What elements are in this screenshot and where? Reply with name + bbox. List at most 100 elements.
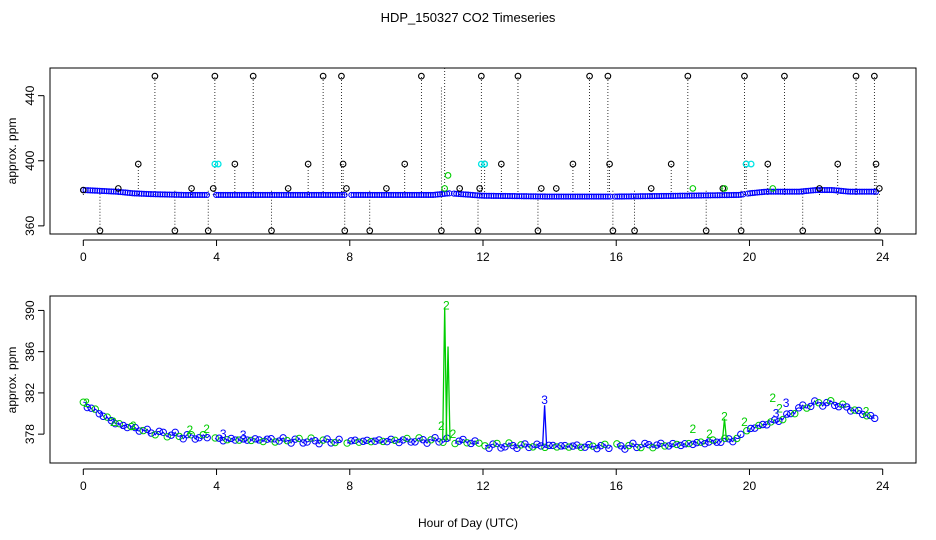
top-baseline-point [630, 193, 637, 200]
bottom-series-point [467, 439, 475, 448]
top-baseline-point [586, 193, 593, 200]
bottom-series-point [517, 441, 525, 449]
top-baseline-point [159, 191, 166, 198]
bottom-series-point [427, 436, 435, 444]
bottom-series-point [747, 424, 755, 433]
top-baseline-point [357, 191, 364, 199]
bottom-series-point [601, 440, 609, 448]
bottom-series-point [163, 433, 171, 441]
bottom-series-point [481, 442, 489, 450]
top-data-marks [79, 68, 883, 235]
top-baseline-point [252, 191, 259, 199]
top-baseline-point [380, 191, 388, 199]
top-baseline-point [269, 191, 276, 199]
bottom-series-point [219, 437, 227, 445]
bottom-series-point [363, 436, 371, 444]
top-baseline-point [812, 187, 819, 194]
bottom-point-label: 3 [773, 407, 780, 421]
bottom-series-point [239, 435, 247, 443]
top-baseline-point [411, 191, 418, 199]
bottom-point-label: 2 [689, 422, 696, 436]
bottom-series-point [159, 428, 167, 436]
top-outlier-point [534, 227, 542, 235]
bottom-series-point [287, 439, 295, 447]
top-baseline-point [497, 192, 504, 200]
top-baseline-point [217, 191, 224, 199]
bottom-x-tick-label: 24 [876, 479, 890, 493]
bottom-series-point [259, 437, 267, 446]
top-outlier-point [476, 185, 484, 192]
bottom-series-point [673, 440, 681, 449]
bottom-series-point [255, 436, 263, 444]
top-baseline-point [555, 193, 563, 200]
bottom-series-point [223, 436, 231, 444]
bottom-series-point [127, 422, 135, 431]
top-baseline-point [476, 192, 483, 199]
top-baseline-point [105, 188, 113, 195]
top-baseline-point [483, 192, 490, 199]
top-baseline-point [203, 191, 210, 199]
top-outlier-point [834, 160, 842, 168]
top-baseline-point [775, 188, 782, 195]
top-baseline-point [462, 191, 469, 198]
top-baseline-point [523, 193, 530, 200]
top-green-point [689, 185, 697, 192]
bottom-series-point [411, 438, 419, 446]
top-baseline-point [646, 193, 653, 200]
top-baseline-point [625, 193, 632, 200]
bottom-series-point [831, 401, 839, 410]
bottom-series-point [493, 439, 501, 448]
top-baseline-point [628, 193, 635, 200]
top-outlier-point [418, 72, 425, 80]
bottom-series-point [303, 438, 311, 446]
top-baseline-point [187, 191, 194, 199]
top-baseline-point [716, 192, 723, 199]
bottom-x-tick-label: 12 [476, 479, 490, 493]
top-baseline-point [611, 193, 618, 200]
top-baseline-point [229, 191, 236, 199]
top-outlier-point [497, 160, 505, 168]
top-baseline-point [283, 191, 290, 199]
bottom-series-point [383, 437, 391, 446]
bottom-series-point [843, 403, 851, 411]
bottom-series-point [475, 439, 483, 447]
top-baseline-point [322, 191, 329, 199]
top-baseline-point [660, 192, 667, 200]
top-baseline-point [516, 193, 523, 200]
top-outlier-point [338, 72, 345, 80]
top-baseline-point [290, 191, 297, 199]
top-baseline-point [352, 191, 360, 199]
top-x-tick-label: 4 [213, 250, 220, 264]
top-baseline-point [621, 193, 628, 200]
top-baseline-point [830, 187, 838, 194]
bottom-series-point [851, 406, 859, 414]
top-baseline-point [304, 191, 311, 199]
top-baseline-point [450, 190, 458, 197]
top-baseline-point [499, 192, 507, 200]
top-baseline-point [98, 187, 106, 195]
bottom-series-point [379, 437, 387, 446]
bottom-series-point [681, 440, 689, 448]
top-outlier-point [134, 160, 142, 168]
top-outlier-point [876, 185, 883, 192]
bottom-series-point [211, 434, 219, 442]
bottom-series-point [783, 410, 791, 418]
bottom-series-point [811, 397, 819, 405]
bottom-point-label: 3 [240, 428, 247, 442]
top-baseline-point [560, 193, 567, 200]
top-baseline-point [408, 191, 416, 199]
bottom-series-point [247, 436, 255, 445]
top-baseline-point [404, 191, 411, 199]
top-baseline-point [653, 192, 660, 200]
top-outlier-point [383, 185, 390, 192]
top-outlier-point [474, 227, 482, 235]
top-outlier-point [366, 227, 374, 235]
bottom-x-tick-label: 20 [743, 479, 757, 493]
bottom-series-point [863, 412, 871, 420]
top-baseline-point [464, 191, 472, 198]
top-baseline-point [553, 193, 560, 200]
top-baseline-point [730, 191, 737, 199]
bottom-series-point [327, 439, 335, 447]
top-baseline-point [87, 187, 94, 194]
